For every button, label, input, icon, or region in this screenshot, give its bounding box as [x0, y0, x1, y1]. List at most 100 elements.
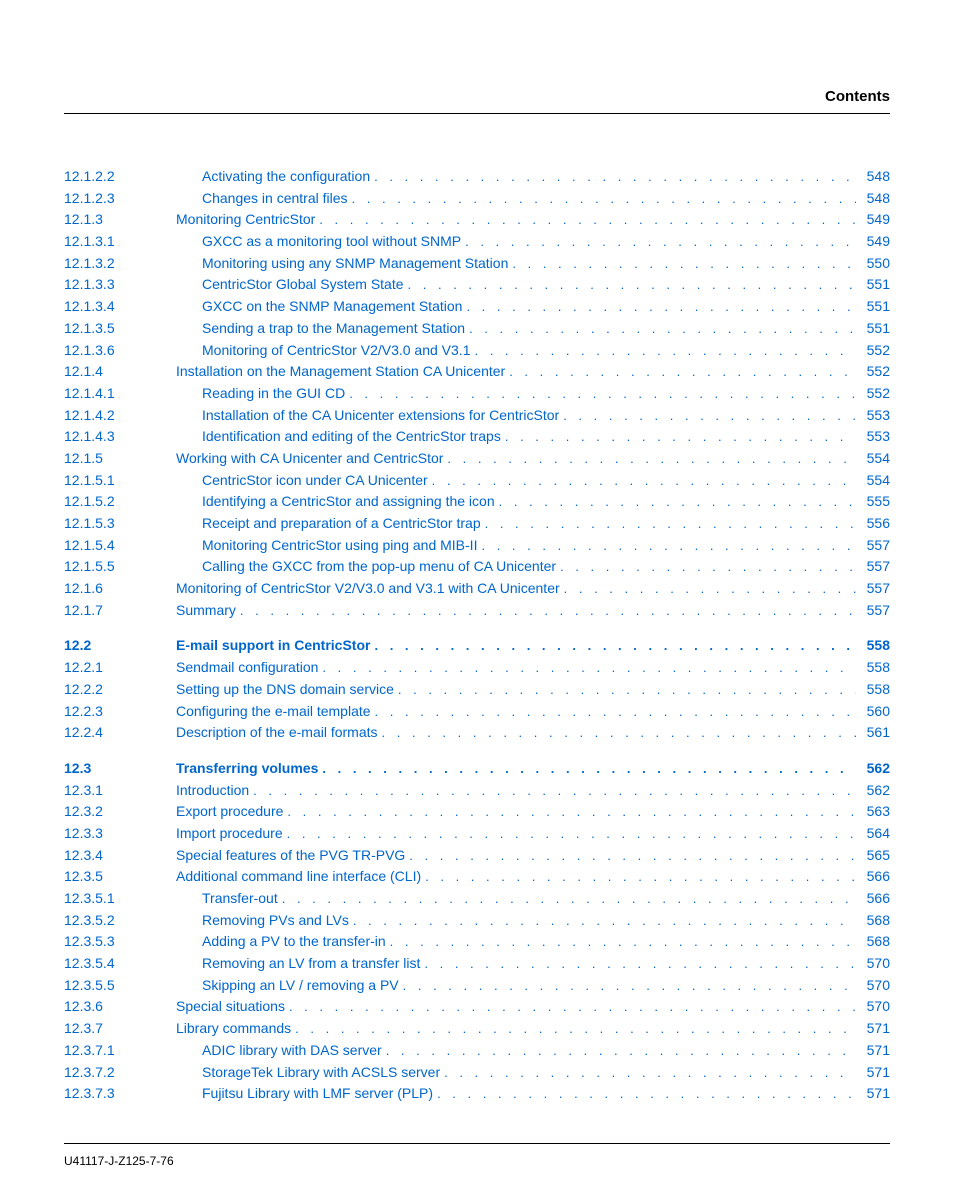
toc-entry-title: Summary — [176, 600, 236, 622]
toc-row[interactable]: 12.1.3.5Sending a trap to the Management… — [64, 318, 890, 340]
toc-leader-dots: . . . . . . . . . . . . . . . . . . . . … — [315, 210, 856, 230]
toc-row[interactable]: 12.3.3Import procedure . . . . . . . . .… — [64, 823, 890, 845]
toc-section-number: 12.1.4.2 — [64, 405, 176, 427]
toc-entry-title: Adding a PV to the transfer-in — [176, 931, 386, 953]
toc-section-number: 12.2.2 — [64, 679, 176, 701]
toc-page-number: 548 — [856, 188, 890, 210]
toc-row[interactable]: 12.3.5.3Adding a PV to the transfer-in .… — [64, 931, 890, 953]
toc-page-number: 557 — [856, 600, 890, 622]
toc-row[interactable]: 12.1.4Installation on the Management Sta… — [64, 361, 890, 383]
toc-row[interactable]: 12.1.3.1GXCC as a monitoring tool withou… — [64, 231, 890, 253]
toc-section-number: 12.1.5.4 — [64, 535, 176, 557]
toc-row[interactable]: 12.3.7.3Fujitsu Library with LMF server … — [64, 1083, 890, 1105]
toc-leader-dots: . . . . . . . . . . . . . . . . . . . . … — [440, 1063, 856, 1083]
toc-row[interactable]: 12.2E-mail support in CentricStor . . . … — [64, 635, 890, 657]
toc-page-number: 564 — [856, 823, 890, 845]
toc-leader-dots: . . . . . . . . . . . . . . . . . . . . … — [420, 954, 856, 974]
toc-entry-title: Working with CA Unicenter and CentricSto… — [176, 448, 443, 470]
toc-row[interactable]: 12.1.3Monitoring CentricStor . . . . . .… — [64, 209, 890, 231]
toc-page-number: 565 — [856, 845, 890, 867]
toc-page-number: 557 — [856, 556, 890, 578]
toc-row[interactable]: 12.1.5.2Identifying a CentricStor and as… — [64, 491, 890, 513]
toc-row[interactable]: 12.1.5.3Receipt and preparation of a Cen… — [64, 513, 890, 535]
toc-entry-title: Monitoring using any SNMP Management Sta… — [176, 253, 508, 275]
toc-row[interactable]: 12.3.5.2Removing PVs and LVs . . . . . .… — [64, 910, 890, 932]
toc-row[interactable]: 12.1.4.2Installation of the CA Unicenter… — [64, 405, 890, 427]
toc-row[interactable]: 12.3.5.4Removing an LV from a transfer l… — [64, 953, 890, 975]
toc-section-number: 12.3.5.4 — [64, 953, 176, 975]
toc-row[interactable]: 12.1.4.1Reading in the GUI CD . . . . . … — [64, 383, 890, 405]
toc-row[interactable]: 12.3.7Library commands . . . . . . . . .… — [64, 1018, 890, 1040]
toc-page-number: 557 — [856, 535, 890, 557]
toc-row[interactable]: 12.3.5.1Transfer-out . . . . . . . . . .… — [64, 888, 890, 910]
toc-page-number: 571 — [856, 1083, 890, 1105]
toc-row[interactable]: 12.1.3.3CentricStor Global System State … — [64, 274, 890, 296]
toc-leader-dots: . . . . . . . . . . . . . . . . . . . . … — [461, 232, 856, 252]
toc-leader-dots: . . . . . . . . . . . . . . . . . . . . … — [318, 658, 856, 678]
footer-reference: U41117-J-Z125-7-76 — [64, 1154, 174, 1168]
toc-row[interactable]: 12.1.2.3Changes in central files . . . .… — [64, 188, 890, 210]
toc-section-number: 12.1.5.2 — [64, 491, 176, 513]
toc-row[interactable]: 12.2.2Setting up the DNS domain service … — [64, 679, 890, 701]
toc-section-number: 12.1.3.2 — [64, 253, 176, 275]
toc-row[interactable]: 12.3.6Special situations . . . . . . . .… — [64, 996, 890, 1018]
toc-page-number: 551 — [856, 296, 890, 318]
toc-page-number: 562 — [856, 758, 890, 780]
toc-section-number: 12.1.3.4 — [64, 296, 176, 318]
toc-entry-title: Transfer-out — [176, 888, 278, 910]
toc-row[interactable]: 12.1.5Working with CA Unicenter and Cent… — [64, 448, 890, 470]
toc-entry-title: Monitoring of CentricStor V2/V3.0 and V3… — [176, 340, 470, 362]
toc-entry-title: Additional command line interface (CLI) — [176, 866, 421, 888]
toc-row[interactable]: 12.1.5.5Calling the GXCC from the pop-up… — [64, 556, 890, 578]
toc-leader-dots: . . . . . . . . . . . . . . . . . . . . … — [394, 680, 856, 700]
toc-row[interactable]: 12.3.5Additional command line interface … — [64, 866, 890, 888]
toc-page-number: 571 — [856, 1018, 890, 1040]
toc-entry-title: Setting up the DNS domain service — [176, 679, 394, 701]
toc-leader-dots: . . . . . . . . . . . . . . . . . . . . … — [386, 932, 856, 952]
toc-page-number: 558 — [856, 679, 890, 701]
toc-row[interactable]: 12.3.5.5Skipping an LV / removing a PV .… — [64, 975, 890, 997]
toc-page-number: 552 — [856, 383, 890, 405]
toc-entry-title: Introduction — [176, 780, 249, 802]
toc-row[interactable]: 12.3.2Export procedure . . . . . . . . .… — [64, 801, 890, 823]
toc-row[interactable]: 12.2.1Sendmail configuration . . . . . .… — [64, 657, 890, 679]
toc-leader-dots: . . . . . . . . . . . . . . . . . . . . … — [556, 557, 856, 577]
toc-row[interactable]: 12.1.5.1CentricStor icon under CA Unicen… — [64, 470, 890, 492]
toc-row[interactable]: 12.3.7.2StorageTek Library with ACSLS se… — [64, 1062, 890, 1084]
toc-row[interactable]: 12.3.7.1ADIC library with DAS server . .… — [64, 1040, 890, 1062]
toc-section-number: 12.1.6 — [64, 578, 176, 600]
toc-row[interactable]: 12.1.2.2Activating the configuration . .… — [64, 166, 890, 188]
toc-page-number: 558 — [856, 635, 890, 657]
toc-page-number: 551 — [856, 274, 890, 296]
toc-row[interactable]: 12.1.6Monitoring of CentricStor V2/V3.0 … — [64, 578, 890, 600]
toc-leader-dots: . . . . . . . . . . . . . . . . . . . . … — [283, 824, 856, 844]
toc-section-number: 12.2.4 — [64, 722, 176, 744]
toc-section-number: 12.3 — [64, 758, 176, 780]
toc-row[interactable]: 12.1.7Summary . . . . . . . . . . . . . … — [64, 600, 890, 622]
toc-row[interactable]: 12.2.3Configuring the e-mail template . … — [64, 701, 890, 723]
toc-page-number: 570 — [856, 975, 890, 997]
toc-row[interactable]: 12.3Transferring volumes . . . . . . . .… — [64, 758, 890, 780]
toc-row[interactable]: 12.1.4.3Identification and editing of th… — [64, 426, 890, 448]
toc-row[interactable]: 12.1.5.4Monitoring CentricStor using pin… — [64, 535, 890, 557]
toc-row[interactable]: 12.3.4Special features of the PVG TR-PVG… — [64, 845, 890, 867]
toc-section-number: 12.3.5.5 — [64, 975, 176, 997]
toc-leader-dots: . . . . . . . . . . . . . . . . . . . . … — [371, 702, 856, 722]
toc-row[interactable]: 12.1.3.2Monitoring using any SNMP Manage… — [64, 253, 890, 275]
toc-row[interactable]: 12.2.4Description of the e-mail formats … — [64, 722, 890, 744]
toc-leader-dots: . . . . . . . . . . . . . . . . . . . . … — [345, 384, 856, 404]
toc-row[interactable]: 12.1.3.4GXCC on the SNMP Management Stat… — [64, 296, 890, 318]
toc-row[interactable]: 12.3.1Introduction . . . . . . . . . . .… — [64, 780, 890, 802]
toc-leader-dots: . . . . . . . . . . . . . . . . . . . . … — [481, 514, 856, 534]
toc-section-number: 12.1.2.2 — [64, 166, 176, 188]
toc-row[interactable]: 12.1.3.6Monitoring of CentricStor V2/V3.… — [64, 340, 890, 362]
toc-leader-dots: . . . . . . . . . . . . . . . . . . . . … — [236, 601, 856, 621]
toc-section-number: 12.3.5.1 — [64, 888, 176, 910]
toc-page-number: 563 — [856, 801, 890, 823]
toc-page-number: 571 — [856, 1040, 890, 1062]
toc-leader-dots: . . . . . . . . . . . . . . . . . . . . … — [399, 976, 856, 996]
toc-section-number: 12.2.1 — [64, 657, 176, 679]
toc-page-number: 552 — [856, 340, 890, 362]
toc-entry-title: Identifying a CentricStor and assigning … — [176, 491, 495, 513]
toc-entry-title: Monitoring CentricStor using ping and MI… — [176, 535, 477, 557]
